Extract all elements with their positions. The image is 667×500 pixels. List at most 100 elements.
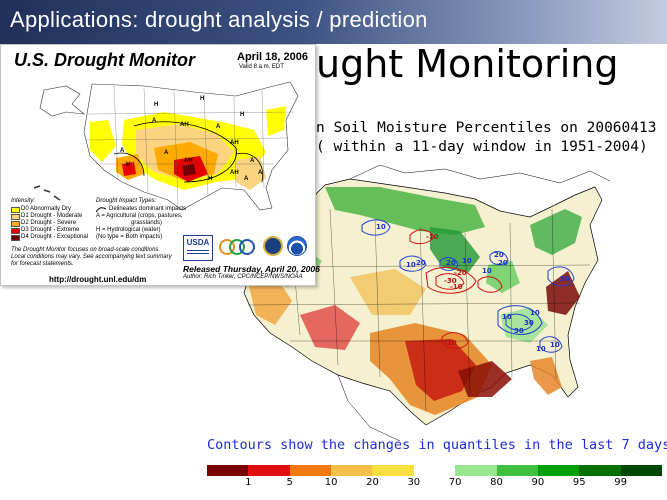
impact-label: H: [208, 176, 212, 182]
drought-monitor-author: Author: Rich Tinker, CPC/NCEP/NWS/NOAA: [183, 274, 303, 280]
contour-label: -10: [426, 233, 439, 241]
scale-label: 99: [614, 477, 627, 488]
intensity-swatch: [11, 235, 20, 241]
intensity-swatch: [11, 221, 20, 227]
dry-region-florida: [530, 357, 562, 395]
contour-label: -20: [454, 269, 467, 277]
impact-label: H: [154, 102, 158, 108]
percentile-color-scale: [207, 465, 663, 477]
contour-label: -30: [444, 277, 457, 285]
scale-label: 20: [366, 477, 379, 488]
d0-region-west: [90, 120, 116, 162]
mexico-coast: [337, 374, 401, 442]
intensity-heading: Intensity:: [11, 198, 36, 204]
contour-label: 20: [416, 259, 426, 267]
impact-label: A: [120, 148, 125, 154]
contour-label: 20: [446, 259, 456, 267]
intensity-label: D4 Drought - Exceptional: [21, 234, 89, 240]
wet-region-north: [325, 187, 485, 235]
contour-label: -10: [444, 339, 457, 347]
impact-label: A: [216, 124, 221, 130]
impact-label: AH: [230, 170, 239, 176]
drought-monitor-released: Released Thursday, April 20, 2006: [183, 264, 320, 274]
agency-logos: USDA: [181, 233, 311, 263]
contour-label: 30: [524, 319, 534, 327]
wet-region-northeast: [530, 209, 582, 255]
impact-line-icon: [96, 207, 106, 213]
footnote-line: Local conditions may vary. See accompany…: [11, 254, 172, 260]
scale-swatch: [413, 465, 456, 476]
scale-swatch: [579, 465, 622, 476]
dry-region-gulf: [458, 361, 512, 397]
impact-legend-item: (No type = Both impacts): [96, 234, 163, 240]
canada-border: [349, 165, 611, 184]
contour-label: 30: [514, 327, 524, 335]
contour-label: 10: [502, 313, 512, 321]
footnote-line: The Drought Monitor focuses on broad-sca…: [11, 247, 161, 253]
contour-caption: Contours show the changes in quantiles i…: [207, 437, 667, 453]
alaska-shape: [39, 85, 85, 117]
intensity-label: D3 Drought - Extreme: [21, 227, 80, 233]
intensity-label: D2 Drought - Severe: [21, 220, 77, 226]
scale-label: 95: [572, 477, 586, 488]
scale-label: 1: [245, 477, 252, 488]
dry-region-southwest: [300, 305, 360, 350]
d1-region-southeast: [236, 156, 266, 190]
usda-logo: USDA: [183, 235, 213, 261]
impact-legend-item: grasslands): [131, 220, 163, 226]
scale-label: 80: [490, 477, 503, 488]
contour-label: 10: [406, 261, 416, 269]
d0-region-east: [266, 106, 286, 136]
impact-label: H: [240, 112, 244, 118]
positive-contours: [361, 219, 575, 353]
scale-swatch: [207, 465, 249, 476]
noaa-logo-icon: [287, 236, 307, 256]
slide-title: Applications: drought analysis / predict…: [10, 7, 428, 32]
negative-contours: [409, 229, 503, 349]
impact-legend-item: Delineates dominant impacts: [109, 206, 187, 212]
hawaii-islands: [33, 185, 61, 201]
wet-region-ohio: [486, 261, 520, 293]
soil-moisture-title: ught Monitoring: [316, 42, 619, 86]
impact-label: AH: [180, 122, 189, 128]
intensity-label: D0 Abnormally Dry: [21, 206, 72, 212]
udm-state-boundaries: [85, 85, 295, 207]
state-boundaries: [247, 208, 591, 412]
intensity-swatch: [11, 214, 20, 220]
scale-swatch: [248, 465, 291, 476]
intensity-label: D1 Drought - Moderate: [21, 213, 83, 219]
contour-label: 30: [560, 275, 570, 283]
contour-label: 10: [536, 345, 546, 353]
contour-label: 10: [376, 223, 386, 231]
drought-monitor-url[interactable]: http://drought.unl.edu/dm: [49, 275, 147, 284]
title-bar: Applications: drought analysis / predict…: [0, 0, 667, 44]
scale-label: 10: [324, 477, 338, 488]
impact-label: H: [200, 96, 204, 102]
scale-label: 90: [531, 477, 545, 488]
impact-label: H: [126, 162, 130, 168]
dry-region-west: [248, 275, 292, 325]
ndmc-logo-icon: [217, 237, 257, 257]
contour-label: 10: [530, 309, 540, 317]
scale-swatch: [455, 465, 498, 476]
intensity-swatch: [11, 207, 20, 213]
impact-legend-item: H = Hydrological (water): [96, 227, 161, 233]
scale-swatch: [620, 465, 663, 476]
dry-region-plains: [350, 269, 426, 315]
intensity-swatch: [11, 228, 20, 234]
scale-swatch: [372, 465, 415, 476]
scale-swatch: [331, 465, 373, 476]
soil-moisture-subtitle-2: ( within a 11-day window in 1951-2004): [316, 139, 648, 155]
d3-region-arizona: [122, 162, 136, 176]
drought-monitor-inset: U.S. Drought Monitor April 18, 2006 Vali…: [0, 44, 320, 286]
scale-swatch: [496, 465, 539, 476]
impact-boundaries: [113, 121, 264, 183]
impact-label: A: [164, 150, 169, 156]
contour-label: 20: [498, 259, 508, 267]
scale-label: 30: [407, 477, 421, 488]
contour-label: 10: [482, 267, 492, 275]
impact-label: A: [152, 118, 157, 124]
